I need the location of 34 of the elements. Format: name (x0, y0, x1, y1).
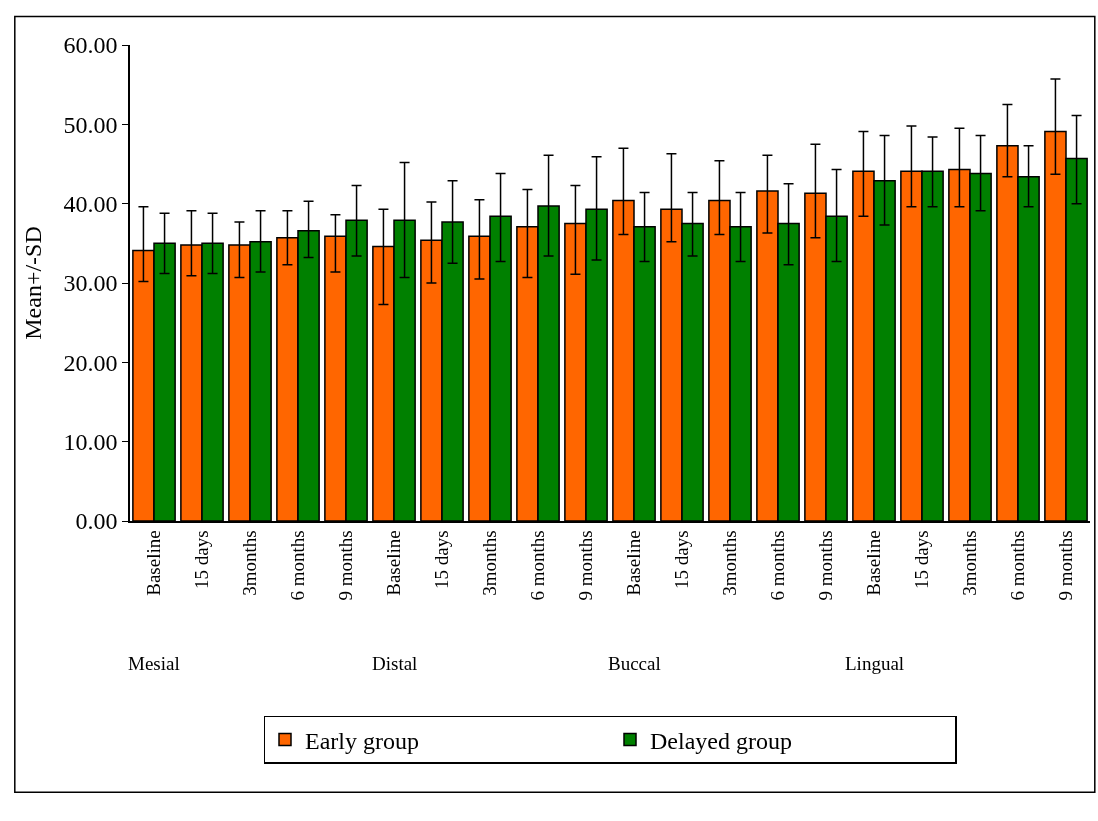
y-tick-label: 10.00 (63, 429, 118, 456)
text: Buccal (608, 653, 661, 674)
x-tick-label: 15 days (911, 530, 933, 589)
x-tick-label: Baseline (383, 530, 405, 596)
x-tick-label: 3months (719, 530, 741, 596)
y-tick-label: 50.00 (63, 111, 118, 138)
y-tick-label: 40.00 (63, 191, 118, 218)
x-tick-label: 3months (239, 530, 261, 596)
y-tick-label: 60.00 (63, 32, 118, 59)
x-tick-label: 15 days (191, 530, 213, 589)
y-axis-title: Mean+/-SD (20, 226, 47, 340)
x-tick-label: Baseline (623, 530, 645, 596)
text: Distal (372, 653, 418, 674)
y-tick-label: 0.00 (75, 508, 118, 535)
y-tick-label: 20.00 (63, 349, 118, 376)
x-tick-label: Baseline (863, 530, 885, 596)
x-tick-label: 15 days (431, 530, 453, 589)
x-tick-label: 6 months (767, 530, 789, 601)
legend-label: Early group (305, 727, 419, 754)
y-tick-label: 30.00 (63, 270, 118, 297)
x-tick-label: 6 months (1007, 530, 1029, 601)
x-tick-label: Baseline (143, 530, 165, 596)
x-tick-label: 15 days (671, 530, 693, 589)
text: Mesial (128, 653, 180, 674)
x-tick-label: 6 months (527, 530, 549, 601)
x-tick-label: 3months (479, 530, 501, 596)
text: Lingual (845, 653, 905, 674)
legend-label: Delayed group (650, 727, 792, 754)
x-tick-label: 9 months (1055, 530, 1077, 601)
x-tick-label: 9 months (575, 530, 597, 601)
x-tick-label: 3months (959, 530, 981, 596)
x-tick-label: 6 months (287, 530, 309, 601)
x-tick-label: 9 months (815, 530, 837, 601)
x-tick-label: 9 months (335, 530, 357, 601)
